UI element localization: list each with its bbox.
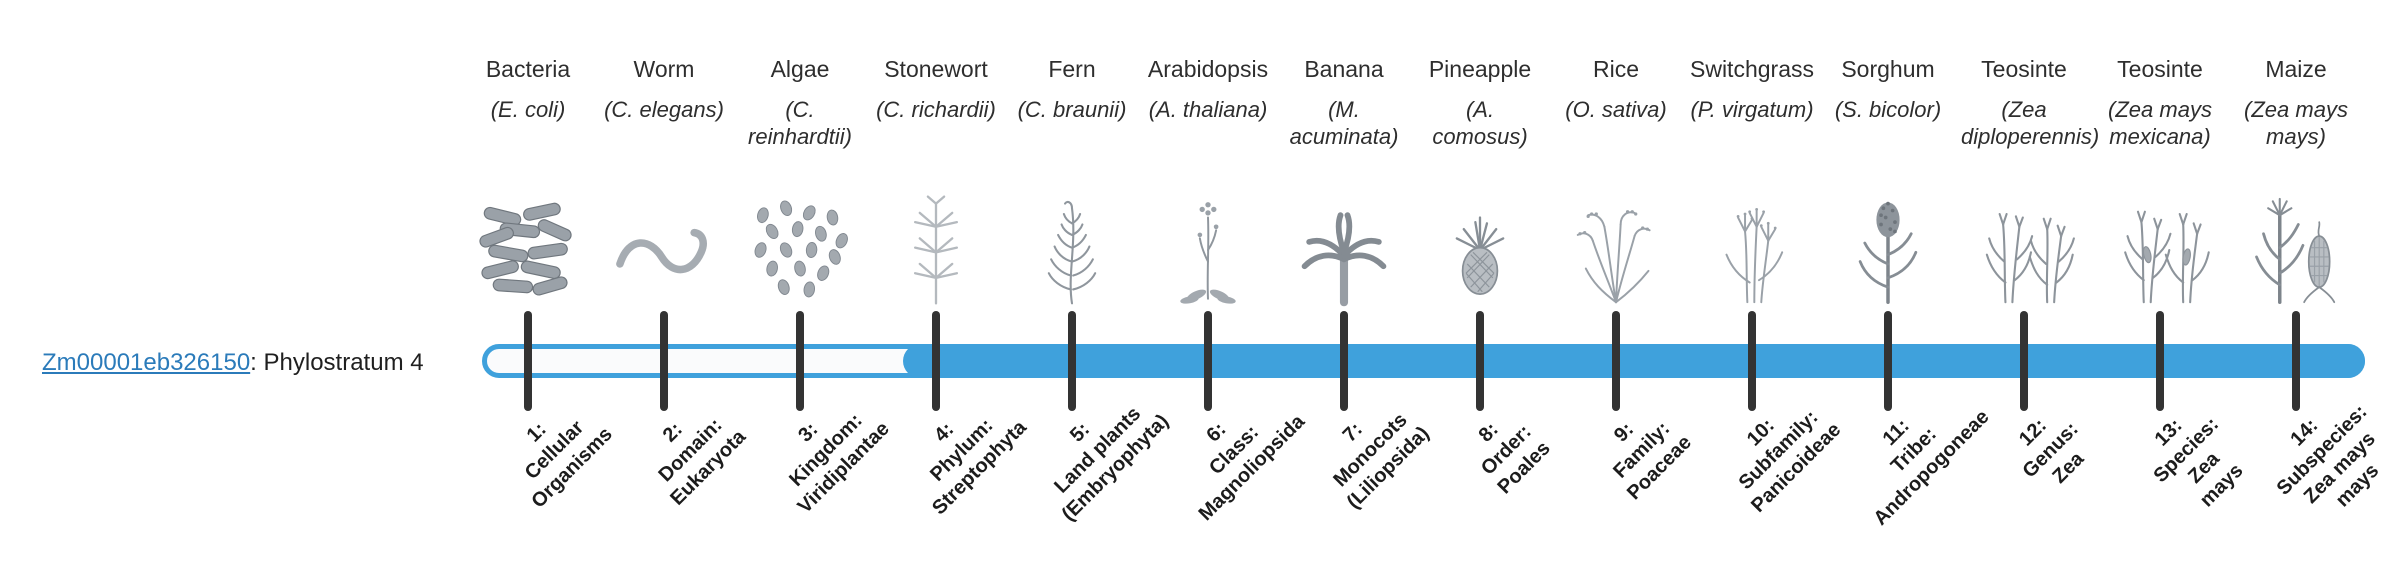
organism-column-pineapple: Pineapple (A. comosus) — [1412, 54, 1548, 308]
stratum-label-text: 9: Family: Poaceae — [1609, 417, 1697, 505]
gene-separator: : — [250, 349, 264, 376]
organism-scientific-name: (O. sativa) — [1565, 97, 1667, 122]
timeline-tick-2 — [660, 311, 668, 411]
stratum-label-text: 7: Monocots (Liliopsida) — [1328, 409, 1434, 514]
organism-name: Teosinte — [1981, 56, 2067, 82]
gene-id-link[interactable]: Zm00001eb326150 — [42, 349, 251, 376]
organism-column-arabidopsis: Arabidopsis (A. thaliana) — [1140, 54, 1276, 308]
organism-column-sorghum: Sorghum (S. bicolor) — [1820, 54, 1956, 308]
organism-name: Arabidopsis — [1147, 56, 1269, 82]
organism-column-worm: Worm (C. elegans) — [596, 54, 732, 308]
timeline-tick-1 — [524, 311, 532, 411]
teosinte-diploperennis-icon — [1966, 184, 2082, 308]
timeline-tick-9 — [1612, 311, 1620, 411]
organism-name: Stonewort — [884, 56, 988, 82]
worm-icon — [606, 184, 722, 308]
organism-scientific-name: (M. acuminata) — [1289, 97, 1399, 149]
organism-name: Banana — [1304, 56, 1384, 82]
stratum-label-text: 3: Kingdom: Viridiplantae — [785, 409, 894, 518]
organism-scientific-name: (Zea diploperennis) — [1961, 97, 2100, 149]
timeline-tick-10 — [1748, 311, 1756, 411]
stratum-label-text: 4: Phylum: Streptophyta — [926, 414, 1032, 520]
gene-label: Zm00001eb326150: Phylostratum 4 — [42, 348, 424, 378]
timeline-tick-5 — [1068, 311, 1076, 411]
organism-name: Maize — [2265, 56, 2327, 82]
switchgrass-icon — [1694, 184, 1810, 308]
organism-name: Rice — [1592, 56, 1639, 82]
organism-column-banana: Banana (M. acuminata) — [1276, 54, 1412, 308]
organism-name: Worm — [633, 56, 695, 82]
rice-icon — [1558, 184, 1674, 308]
bacteria-icon — [470, 184, 586, 308]
organism-scientific-name: (C. reinhardtii) — [748, 97, 852, 149]
organism-scientific-name: (C. elegans) — [604, 97, 724, 122]
timeline-tick-4 — [932, 311, 940, 411]
organism-column-rice: Rice (O. sativa) — [1548, 54, 1684, 308]
pineapple-icon — [1422, 184, 1538, 308]
organism-column-algae: Algae (C. reinhardtii) — [732, 54, 868, 308]
maize-icon — [2238, 184, 2354, 308]
timeline-tick-6 — [1204, 311, 1212, 411]
organism-scientific-name: (Zea mays mexicana) — [2108, 97, 2212, 149]
organism-scientific-name: (Zea mays mays) — [2244, 97, 2348, 149]
phylostratum-text: Phylostratum 4 — [263, 349, 424, 376]
organism-column-maize: Maize (Zea mays mays) — [2228, 54, 2364, 308]
stratum-label-text: 13: Species: Zea mays — [2149, 413, 2248, 512]
organism-name: Sorghum — [1841, 56, 1935, 82]
organism-scientific-name: (A. thaliana) — [1148, 97, 1268, 122]
timeline-tick-14 — [2292, 311, 2300, 411]
stratum-label-text: 6: Class: Magnoliopsida — [1194, 410, 1310, 526]
stonewort-icon — [878, 184, 994, 308]
organism-name: Switchgrass — [1690, 56, 1814, 82]
organism-column-teosinte-mexicana: Teosinte (Zea mays mexicana) — [2092, 54, 2228, 308]
stratum-label-text: 8: Order: Poales — [1474, 418, 1555, 499]
organism-name: Teosinte — [2117, 56, 2203, 82]
stratum-label-text: 2: Domain: Eukaryota — [654, 414, 750, 510]
organism-name: Algae — [770, 56, 830, 82]
organism-scientific-name: (C. richardii) — [876, 97, 996, 122]
stratum-label-text: 14: Subspecies: Zea mays mays — [2272, 400, 2384, 512]
organism-column-teosinte-diploperennis: Teosinte (Zea diploperennis) — [1956, 54, 2100, 308]
organism-name: Pineapple — [1428, 56, 1532, 82]
timeline-tick-7 — [1340, 311, 1348, 411]
timeline-tick-11 — [1884, 311, 1892, 411]
timeline-tick-12 — [2020, 311, 2028, 411]
organism-scientific-name: (S. bicolor) — [1834, 97, 1942, 122]
organism-name: Bacteria — [485, 56, 571, 82]
organism-scientific-name: (C. braunii) — [1017, 97, 1127, 122]
stratum-label-text: 1: Cellular Organisms — [520, 416, 617, 513]
organism-column-fern: Fern (C. braunii) — [1004, 54, 1140, 308]
timeline-tick-13 — [2156, 311, 2164, 411]
stratum-label-text: 11: Tribe: Andropogoneae — [1869, 405, 1994, 530]
organism-column-switchgrass: Switchgrass (P. virgatum) — [1684, 54, 1820, 308]
teosinte-mexicana-icon — [2102, 184, 2218, 308]
organism-name: Fern — [1048, 56, 1096, 82]
stratum-label-text: 5: Land plants (Embryophyta) — [1050, 402, 1174, 526]
organism-column-stonewort: Stonewort (C. richardii) — [868, 54, 1004, 308]
timeline-tick-8 — [1476, 311, 1484, 411]
timeline-tick-3 — [796, 311, 804, 411]
organism-column-bacteria: Bacteria (E. coli) — [460, 54, 596, 308]
sorghum-icon — [1830, 184, 1946, 308]
timeline-filled-bar — [903, 344, 2365, 378]
stratum-label-text: 12: Genus: Zea — [2014, 414, 2088, 488]
organism-scientific-name: (E. coli) — [490, 97, 566, 122]
arabidopsis-icon — [1150, 184, 1266, 308]
fern-icon — [1014, 184, 1130, 308]
organism-scientific-name: (P. virgatum) — [1690, 97, 1814, 122]
banana-icon — [1286, 184, 1402, 308]
organism-scientific-name: (A. comosus) — [1432, 97, 1528, 149]
stratum-label-text: 10: Subfamily: Panicoideae — [1734, 406, 1845, 517]
algae-icon — [742, 184, 858, 308]
